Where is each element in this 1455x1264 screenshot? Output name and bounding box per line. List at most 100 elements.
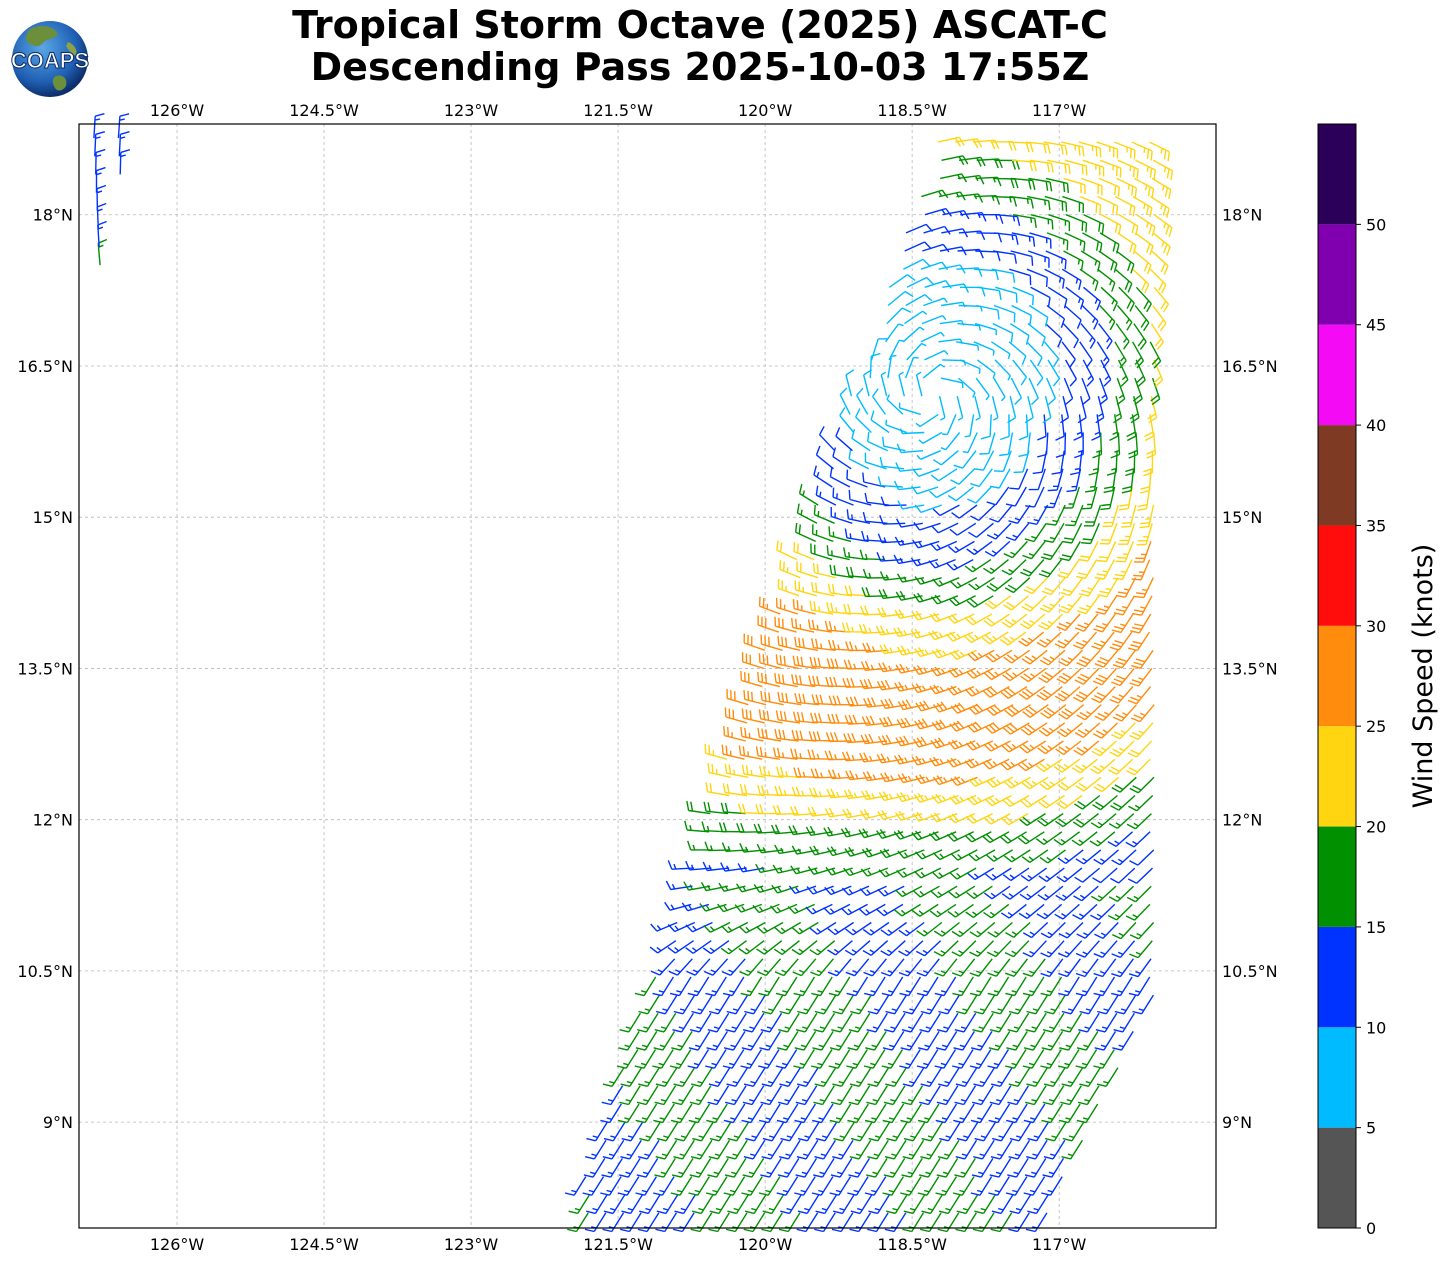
wind-barb xyxy=(670,1103,693,1124)
wind-barb xyxy=(1135,359,1146,387)
wind-barb xyxy=(1057,1049,1080,1069)
wind-barb xyxy=(717,903,745,913)
wind-barb xyxy=(900,1031,923,1051)
wind-barb xyxy=(1111,958,1134,978)
wind-barb xyxy=(964,559,992,573)
wind-barb xyxy=(708,994,731,1015)
wind-barb xyxy=(1151,177,1172,200)
wind-barb xyxy=(1118,523,1136,545)
wind-barb xyxy=(1061,141,1085,157)
wind-barb xyxy=(940,377,964,389)
wind-barb xyxy=(1059,1103,1081,1124)
wind-barb xyxy=(758,765,784,778)
wind-barb xyxy=(738,921,766,934)
wind-barb xyxy=(1042,1085,1065,1106)
wind-barb xyxy=(1083,504,1102,527)
wind-barb xyxy=(928,630,956,641)
wind-barb xyxy=(840,903,868,916)
wind-barb xyxy=(788,885,817,895)
wind-barb xyxy=(1144,414,1155,442)
wind-barb xyxy=(995,286,1018,303)
wind-barb xyxy=(985,776,1014,788)
wind-barb xyxy=(797,994,819,1015)
wind-barb xyxy=(1022,1049,1045,1069)
wind-barb xyxy=(835,427,853,452)
wind-barb xyxy=(868,1121,891,1142)
wind-barb xyxy=(1008,1067,1031,1087)
wind-barb xyxy=(725,1085,747,1106)
wind-barb xyxy=(899,1049,921,1069)
wind-barb xyxy=(983,903,1010,919)
wind-barb xyxy=(967,867,995,881)
wind-barb xyxy=(843,789,871,800)
wind-barb xyxy=(741,764,766,778)
wind-barb xyxy=(723,1031,746,1051)
wind-barb xyxy=(1065,214,1088,233)
colorbar-tick-label: 50 xyxy=(1366,215,1386,234)
wind-barb xyxy=(1054,813,1082,828)
wind-barb xyxy=(1040,976,1063,997)
wind-barb xyxy=(1114,341,1127,369)
wind-barb xyxy=(959,156,986,167)
wind-barb xyxy=(774,958,799,977)
wind-barb xyxy=(602,1067,625,1087)
wind-barb xyxy=(877,734,905,746)
wind-barb xyxy=(707,1085,730,1106)
wind-barb xyxy=(851,429,871,452)
wind-barb xyxy=(1149,268,1167,294)
wind-barb xyxy=(1140,468,1152,494)
wind-barb xyxy=(773,940,800,955)
wind-barb xyxy=(878,589,906,599)
wind-barb xyxy=(776,1031,799,1051)
wind-barb xyxy=(638,1067,660,1087)
wind-barb xyxy=(880,371,888,397)
wind-barb xyxy=(831,1012,853,1033)
wind-barb xyxy=(1132,377,1143,406)
wind-barb xyxy=(722,1049,745,1069)
wind-barb xyxy=(1064,159,1088,176)
wind-barb xyxy=(760,690,784,706)
wind-barb xyxy=(971,1158,994,1178)
wind-barb xyxy=(705,976,727,997)
wind-barb xyxy=(1081,177,1103,196)
wind-barb xyxy=(1081,305,1099,330)
wind-barb xyxy=(922,243,950,253)
wind-barb xyxy=(1001,812,1029,826)
wind-barb xyxy=(964,414,975,438)
colorbar-tick-label: 5 xyxy=(1366,1119,1376,1138)
wind-barb xyxy=(1004,958,1029,977)
wind-barb xyxy=(951,921,978,938)
wind-barb xyxy=(1090,813,1117,829)
wind-barb xyxy=(687,840,713,851)
wind-barb xyxy=(847,1031,870,1051)
wind-barb xyxy=(683,881,711,891)
wind-barb xyxy=(1029,232,1052,249)
wind-barb xyxy=(1004,704,1031,717)
wind-barb xyxy=(826,846,854,857)
wind-barb xyxy=(1091,885,1117,902)
wind-barb xyxy=(686,958,711,976)
wind-barb xyxy=(1027,250,1050,268)
wind-barb xyxy=(772,864,800,874)
wind-barb xyxy=(934,958,958,977)
wind-barb xyxy=(1065,504,1084,527)
wind-barb xyxy=(1110,867,1136,884)
wind-barb xyxy=(620,1212,642,1233)
wind-barb xyxy=(761,1067,784,1087)
wind-barb xyxy=(1128,631,1150,652)
wind-barb xyxy=(954,1158,976,1178)
wind-barb xyxy=(1009,1121,1032,1142)
wind-barb xyxy=(924,349,949,361)
colorbar-tick-label: 45 xyxy=(1366,316,1386,335)
wind-barb xyxy=(1027,504,1049,525)
x-tick-label-bottom: 120°W xyxy=(738,1235,793,1254)
wind-barb xyxy=(757,727,782,742)
wind-barb xyxy=(688,1103,711,1124)
wind-barb xyxy=(859,678,886,690)
wind-barb xyxy=(1109,631,1133,651)
wind-barb xyxy=(742,1012,765,1033)
wind-barb xyxy=(956,1194,979,1215)
wind-barb xyxy=(859,549,886,561)
wind-barb xyxy=(1036,903,1063,920)
